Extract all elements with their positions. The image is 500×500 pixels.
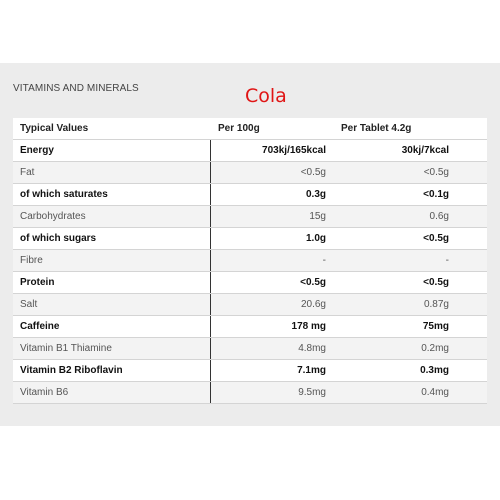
value-per-tablet: <0.5g xyxy=(338,271,487,294)
table-row: Caffeine 178 mg 75mg xyxy=(13,315,487,338)
product-title: Cola xyxy=(245,85,287,107)
table-row: Salt 20.6g 0.87g xyxy=(13,293,487,316)
value-per-100g: 0.3g xyxy=(209,183,338,206)
value-per-100g: <0.5g xyxy=(209,271,338,294)
value-per-100g: - xyxy=(209,249,338,272)
column-header-typical-values: Typical Values xyxy=(13,118,210,140)
nutrient-name: Vitamin B6 xyxy=(13,381,210,404)
value-per-100g: 9.5mg xyxy=(209,381,338,404)
table-row: Vitamin B6 9.5mg 0.4mg xyxy=(13,381,487,404)
column-header-per-tablet: Per Tablet 4.2g xyxy=(338,118,487,140)
nutrient-name: Vitamin B2 Riboflavin xyxy=(13,359,210,382)
table-row: of which sugars 1.0g <0.5g xyxy=(13,227,487,250)
value-per-100g: 20.6g xyxy=(209,293,338,316)
column-header-per-100g: Per 100g xyxy=(210,118,338,140)
nutrient-name: Caffeine xyxy=(13,315,210,338)
value-per-tablet: 30kj/7kcal xyxy=(338,139,487,162)
value-per-100g: 1.0g xyxy=(209,227,338,250)
table-header-row: Typical Values Per 100g Per Tablet 4.2g xyxy=(13,118,487,140)
nutrition-panel: VITAMINS AND MINERALS Cola Typical Value… xyxy=(0,63,500,426)
value-per-100g: <0.5g xyxy=(209,161,338,184)
nutrient-name: Protein xyxy=(13,271,210,294)
table-row: Vitamin B1 Thiamine 4.8mg 0.2mg xyxy=(13,337,487,360)
nutrition-table-body: Energy 703kj/165kcal 30kj/7kcal Fat <0.5g <0.… xyxy=(13,139,487,404)
nutrient-name: Energy xyxy=(13,139,210,162)
nutrient-name: Vitamin B1 Thiamine xyxy=(13,337,210,360)
value-per-tablet: 0.87g xyxy=(338,293,487,316)
value-per-tablet: 0.4mg xyxy=(338,381,487,404)
value-per-tablet: <0.5g xyxy=(338,227,487,250)
nutrient-name: Fibre xyxy=(13,249,210,272)
table-row: Protein <0.5g <0.5g xyxy=(13,271,487,294)
value-per-tablet: - xyxy=(338,249,487,272)
value-per-100g: 703kj/165kcal xyxy=(209,139,338,162)
nutrient-name: Fat xyxy=(13,161,210,184)
nutrient-name: of which saturates xyxy=(13,183,210,206)
value-per-tablet: 0.2mg xyxy=(338,337,487,360)
table-row: Carbohydrates 15g 0.6g xyxy=(13,205,487,228)
nutrition-table: Typical Values Per 100g Per Tablet 4.2g … xyxy=(13,118,487,404)
value-per-tablet: 0.6g xyxy=(338,205,487,228)
nutrient-name: of which sugars xyxy=(13,227,210,250)
value-per-tablet: 75mg xyxy=(338,315,487,338)
table-row: Vitamin B2 Riboflavin 7.1mg 0.3mg xyxy=(13,359,487,382)
table-row: Fat <0.5g <0.5g xyxy=(13,161,487,184)
value-per-tablet: <0.5g xyxy=(338,161,487,184)
value-per-tablet: 0.3mg xyxy=(338,359,487,382)
table-row: Energy 703kj/165kcal 30kj/7kcal xyxy=(13,139,487,162)
nutrient-name: Carbohydrates xyxy=(13,205,210,228)
table-row: Fibre - - xyxy=(13,249,487,272)
nutrient-name: Salt xyxy=(13,293,210,316)
table-row: of which saturates 0.3g <0.1g xyxy=(13,183,487,206)
value-per-tablet: <0.1g xyxy=(338,183,487,206)
value-per-100g: 178 mg xyxy=(209,315,338,338)
section-title: VITAMINS AND MINERALS xyxy=(13,83,139,94)
value-per-100g: 15g xyxy=(209,205,338,228)
value-per-100g: 4.8mg xyxy=(209,337,338,360)
value-per-100g: 7.1mg xyxy=(209,359,338,382)
